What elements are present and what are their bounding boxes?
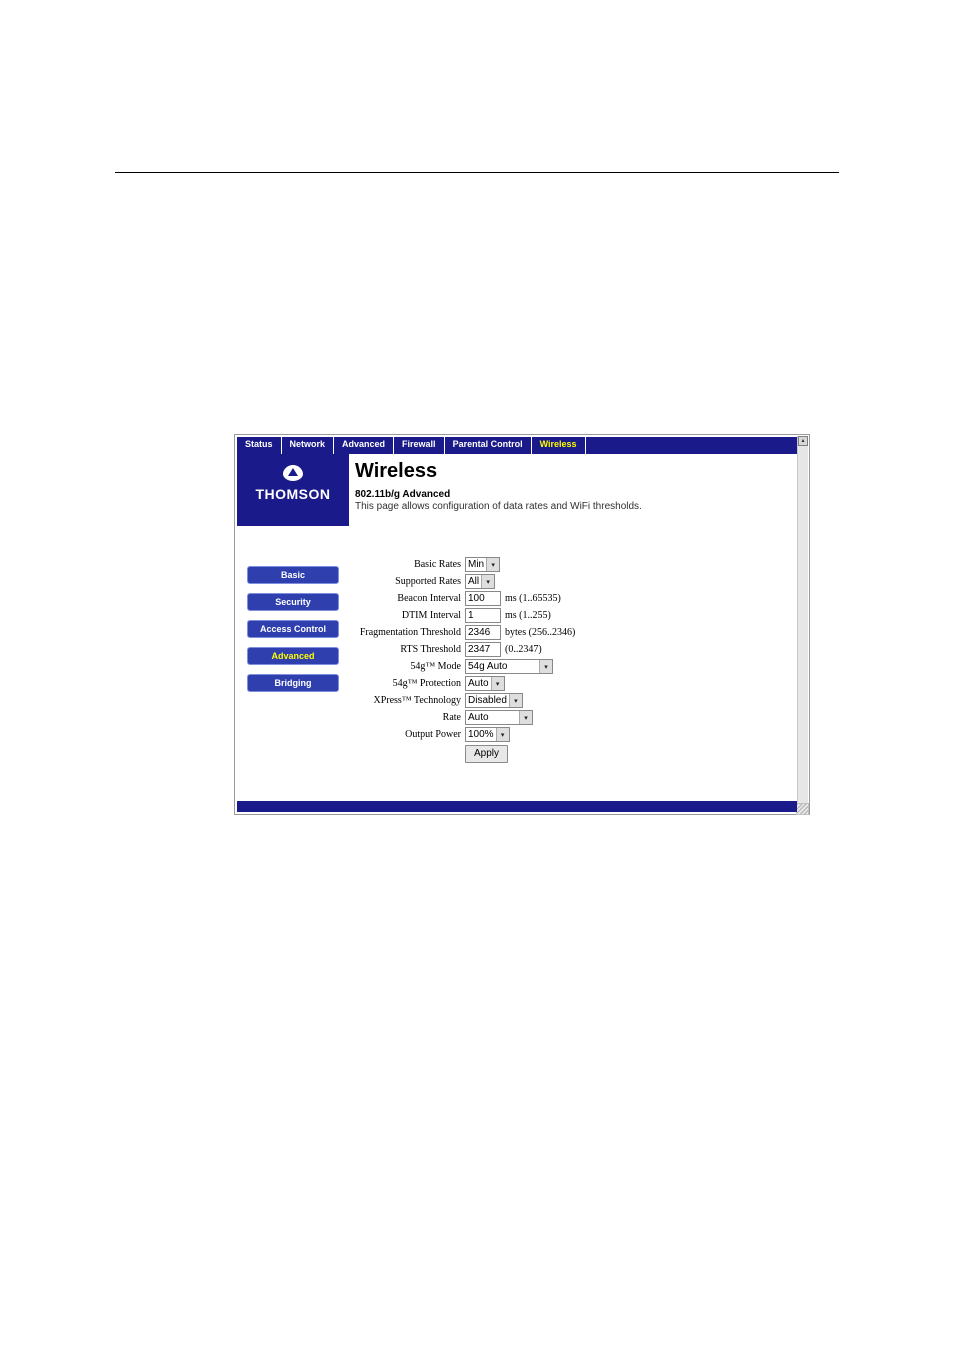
resize-grip-icon[interactable]: [796, 803, 809, 815]
tab-status[interactable]: Status: [237, 437, 282, 454]
vertical-scrollbar[interactable]: ▴ ▾: [797, 436, 808, 813]
chevron-down-icon: ▾: [539, 660, 552, 673]
advanced-form: Basic Rates Min ▾ Supported Rates: [355, 556, 789, 762]
brand-box: THOMSON: [237, 454, 349, 526]
hint-dtim-interval: ms (1..255): [505, 610, 551, 621]
chevron-down-icon: ▾: [486, 558, 499, 571]
tabstrip-filler: [586, 437, 797, 454]
sidebar-item-access-control[interactable]: Access Control: [247, 620, 339, 638]
label-54g-protection: 54g™ Protection: [355, 678, 465, 689]
page-blurb: This page allows configuration of data r…: [355, 501, 789, 512]
label-rts-threshold: RTS Threshold: [355, 644, 465, 655]
label-output-power: Output Power: [355, 729, 465, 740]
footer-band: [237, 801, 797, 812]
page-title: Wireless: [355, 460, 789, 483]
scroll-up-arrow-icon[interactable]: ▴: [798, 436, 808, 446]
label-54g-mode: 54g™ Mode: [355, 661, 465, 672]
label-frag-threshold: Fragmentation Threshold: [355, 627, 465, 638]
select-54g-mode[interactable]: 54g Auto ▾: [465, 659, 553, 674]
hint-beacon-interval: ms (1..65535): [505, 593, 561, 604]
select-basic-rates-value: Min: [468, 559, 484, 570]
label-xpress: XPress™ Technology: [355, 695, 465, 706]
label-basic-rates: Basic Rates: [355, 559, 465, 570]
chevron-down-icon: ▾: [491, 677, 504, 690]
page-rule: [115, 172, 839, 173]
hint-frag-threshold: bytes (256..2346): [505, 627, 575, 638]
chevron-down-icon: ▾: [496, 728, 509, 741]
brand-logo-icon: [280, 464, 306, 482]
top-tabs: Status Network Advanced Firewall Parenta…: [237, 437, 797, 454]
tab-parental-control[interactable]: Parental Control: [445, 437, 532, 454]
apply-button[interactable]: Apply: [465, 745, 508, 763]
label-rate: Rate: [355, 712, 465, 723]
input-beacon-interval[interactable]: [465, 591, 501, 606]
tab-firewall[interactable]: Firewall: [394, 437, 445, 454]
sidebar-item-advanced[interactable]: Advanced: [247, 647, 339, 665]
select-supported-rates[interactable]: All ▾: [465, 574, 495, 589]
select-output-power-value: 100%: [468, 729, 494, 740]
main-content: Wireless 802.11b/g Advanced This page al…: [349, 454, 797, 801]
select-supported-rates-value: All: [468, 576, 479, 587]
sidebar-item-bridging[interactable]: Bridging: [247, 674, 339, 692]
select-54g-protection-value: Auto: [468, 678, 489, 689]
side-nav: Basic Security Access Control Advanced B…: [247, 566, 339, 692]
label-supported-rates: Supported Rates: [355, 576, 465, 587]
sidebar-item-security[interactable]: Security: [247, 593, 339, 611]
select-rate-value: Auto: [468, 712, 517, 723]
tab-advanced[interactable]: Advanced: [334, 437, 394, 454]
select-xpress-value: Disabled: [468, 695, 507, 706]
select-xpress[interactable]: Disabled ▾: [465, 693, 523, 708]
select-54g-mode-value: 54g Auto: [468, 661, 537, 672]
chevron-down-icon: ▾: [509, 694, 522, 707]
tab-network[interactable]: Network: [282, 437, 335, 454]
select-output-power[interactable]: 100% ▾: [465, 727, 510, 742]
input-rts-threshold[interactable]: [465, 642, 501, 657]
sidebar-item-basic[interactable]: Basic: [247, 566, 339, 584]
brand-name: THOMSON: [237, 486, 349, 502]
select-rate[interactable]: Auto ▾: [465, 710, 533, 725]
select-54g-protection[interactable]: Auto ▾: [465, 676, 505, 691]
tab-wireless[interactable]: Wireless: [532, 437, 586, 454]
page-subtitle: 802.11b/g Advanced: [355, 489, 789, 500]
hint-rts-threshold: (0..2347): [505, 644, 542, 655]
select-basic-rates[interactable]: Min ▾: [465, 557, 500, 572]
router-admin-panel: ▴ ▾ Status Network Advanced Firewall Par…: [234, 434, 810, 815]
chevron-down-icon: ▾: [519, 711, 532, 724]
input-frag-threshold[interactable]: [465, 625, 501, 640]
input-dtim-interval[interactable]: [465, 608, 501, 623]
chevron-down-icon: ▾: [481, 575, 494, 588]
label-beacon-interval: Beacon Interval: [355, 593, 465, 604]
label-dtim-interval: DTIM Interval: [355, 610, 465, 621]
sidebar: THOMSON Basic Security Access Control Ad…: [237, 454, 349, 801]
